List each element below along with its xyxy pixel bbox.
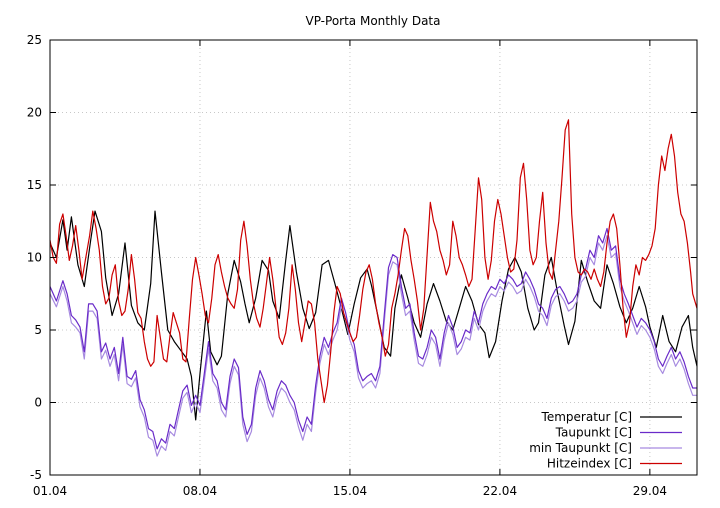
x-tick-label: 01.04	[33, 484, 67, 498]
series-line-1	[49, 227, 697, 450]
x-tick-label: 15.04	[333, 484, 367, 498]
y-tick-label: 10	[27, 251, 42, 265]
y-tick-label: 20	[27, 106, 42, 120]
legend-label: min Taupunkt [C]	[529, 441, 632, 455]
y-tick-label: -5	[30, 468, 42, 482]
y-tick-label: 5	[34, 323, 42, 337]
grid	[50, 40, 697, 475]
x-tick-label: 08.04	[183, 484, 217, 498]
series-line-3	[49, 119, 698, 404]
y-tick-label: 0	[34, 396, 42, 410]
series-line-0	[49, 210, 698, 421]
series-line-2	[49, 235, 697, 457]
series-layer	[49, 119, 698, 457]
legend-label: Taupunkt [C]	[555, 426, 632, 440]
legend: Temperatur [C] Taupunkt [C]min Taupunkt […	[529, 410, 682, 471]
chart-title: VP-Porta Monthly Data	[306, 14, 441, 28]
y-tick-label: 25	[27, 33, 42, 47]
tick-labels: -5 0 5 10 15 20 25 01.04 08.04 15.04 22.04 29.04	[27, 33, 667, 498]
legend-label: Temperatur [C]	[541, 410, 632, 424]
y-tick-label: 15	[27, 178, 42, 192]
x-tick-label: 22.04	[483, 484, 517, 498]
x-tick-label: 29.04	[633, 484, 667, 498]
legend-label: Hitzeindex [C]	[547, 457, 632, 471]
ticks	[49, 39, 697, 476]
